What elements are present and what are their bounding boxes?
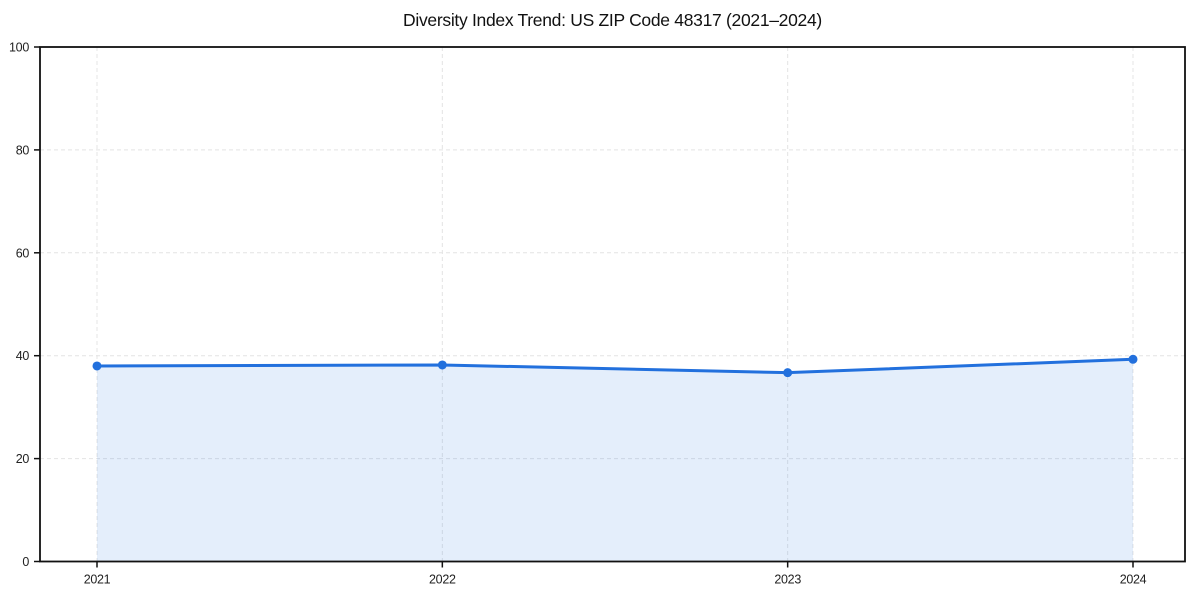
trend-line <box>95 357 1135 375</box>
data-point-marker <box>92 361 102 371</box>
x-tick-label: 2022 <box>429 573 456 587</box>
y-tick-label: 100 <box>9 41 29 55</box>
data-point-marker <box>783 368 793 378</box>
y-tick-label: 40 <box>16 349 30 363</box>
y-tick-label: 0 <box>22 555 29 569</box>
y-tick-label: 80 <box>16 143 30 157</box>
y-tick-label: 20 <box>16 452 30 466</box>
data-point-marker <box>1128 354 1138 364</box>
plot-frame <box>39 46 1186 563</box>
x-tick-label: 2024 <box>1120 573 1147 587</box>
y-tick-label: 60 <box>16 246 30 260</box>
x-tick-label: 2021 <box>84 573 111 587</box>
chart-title: Diversity Index Trend: US ZIP Code 48317… <box>403 10 822 30</box>
area-fill <box>97 359 1133 562</box>
data-point-marker <box>437 360 447 370</box>
x-tick-label: 2023 <box>774 573 801 587</box>
